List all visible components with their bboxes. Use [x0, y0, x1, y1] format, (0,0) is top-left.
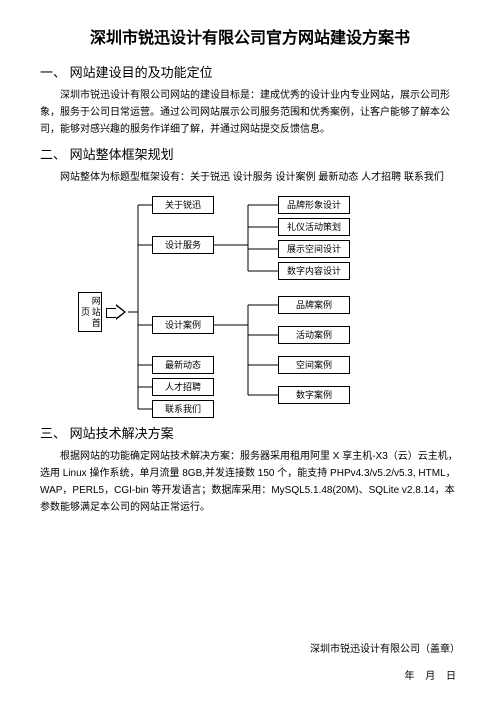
signature-block: 深圳市锐迅设计有限公司（盖章） 年 月 日 — [310, 640, 460, 682]
node-brand-case: 品牌案例 — [278, 296, 350, 314]
section2-heading: 二、 网站整体框架规划 — [40, 144, 460, 163]
arrow-icon — [106, 304, 124, 320]
section3-heading: 三、 网站技术解决方案 — [40, 423, 460, 442]
node-root: 网站首页 — [78, 292, 102, 332]
node-digital-case: 数字案例 — [278, 386, 350, 404]
main-title: 深圳市锐迅设计有限公司官方网站建设方案书 — [40, 24, 460, 48]
node-cases: 设计案例 — [152, 316, 214, 334]
node-digital-design: 数字内容设计 — [278, 262, 350, 280]
diagram-connectors — [78, 192, 418, 417]
document-page: 深圳市锐迅设计有限公司官方网站建设方案书 一、 网站建设目的及功能定位 深圳市锐… — [0, 0, 500, 708]
node-space-case: 空间案例 — [278, 356, 350, 374]
node-brand-design: 品牌形象设计 — [278, 196, 350, 214]
node-jobs: 人才招聘 — [152, 378, 214, 396]
node-event-plan: 礼仪活动策划 — [278, 218, 350, 236]
section1-heading: 一、 网站建设目的及功能定位 — [40, 62, 460, 81]
node-contact: 联系我们 — [152, 400, 214, 418]
signature-company: 深圳市锐迅设计有限公司（盖章） — [310, 640, 460, 655]
node-about: 关于锐迅 — [152, 196, 214, 214]
section2-text: 网站整体为标题型框架设有：关于锐迅 设计服务 设计案例 最新动态 人才招聘 联系… — [40, 169, 460, 186]
node-services: 设计服务 — [152, 236, 214, 254]
node-news: 最新动态 — [152, 356, 214, 374]
node-event-case: 活动案例 — [278, 326, 350, 344]
site-structure-diagram: 网站首页 关于锐迅 设计服务 设计案例 最新动态 人才招聘 联系我们 品牌形象设… — [78, 192, 418, 417]
section3-text: 根据网站的功能确定网站技术解决方案：服务器采用租用阿里 X 享主机-X3（云）云… — [40, 448, 460, 516]
section1-text: 深圳市锐迅设计有限公司网站的建设目标是：建成优秀的设计业内专业网站，展示公司形象… — [40, 87, 460, 138]
node-space-design: 展示空间设计 — [278, 240, 350, 258]
signature-date: 年 月 日 — [310, 667, 460, 682]
